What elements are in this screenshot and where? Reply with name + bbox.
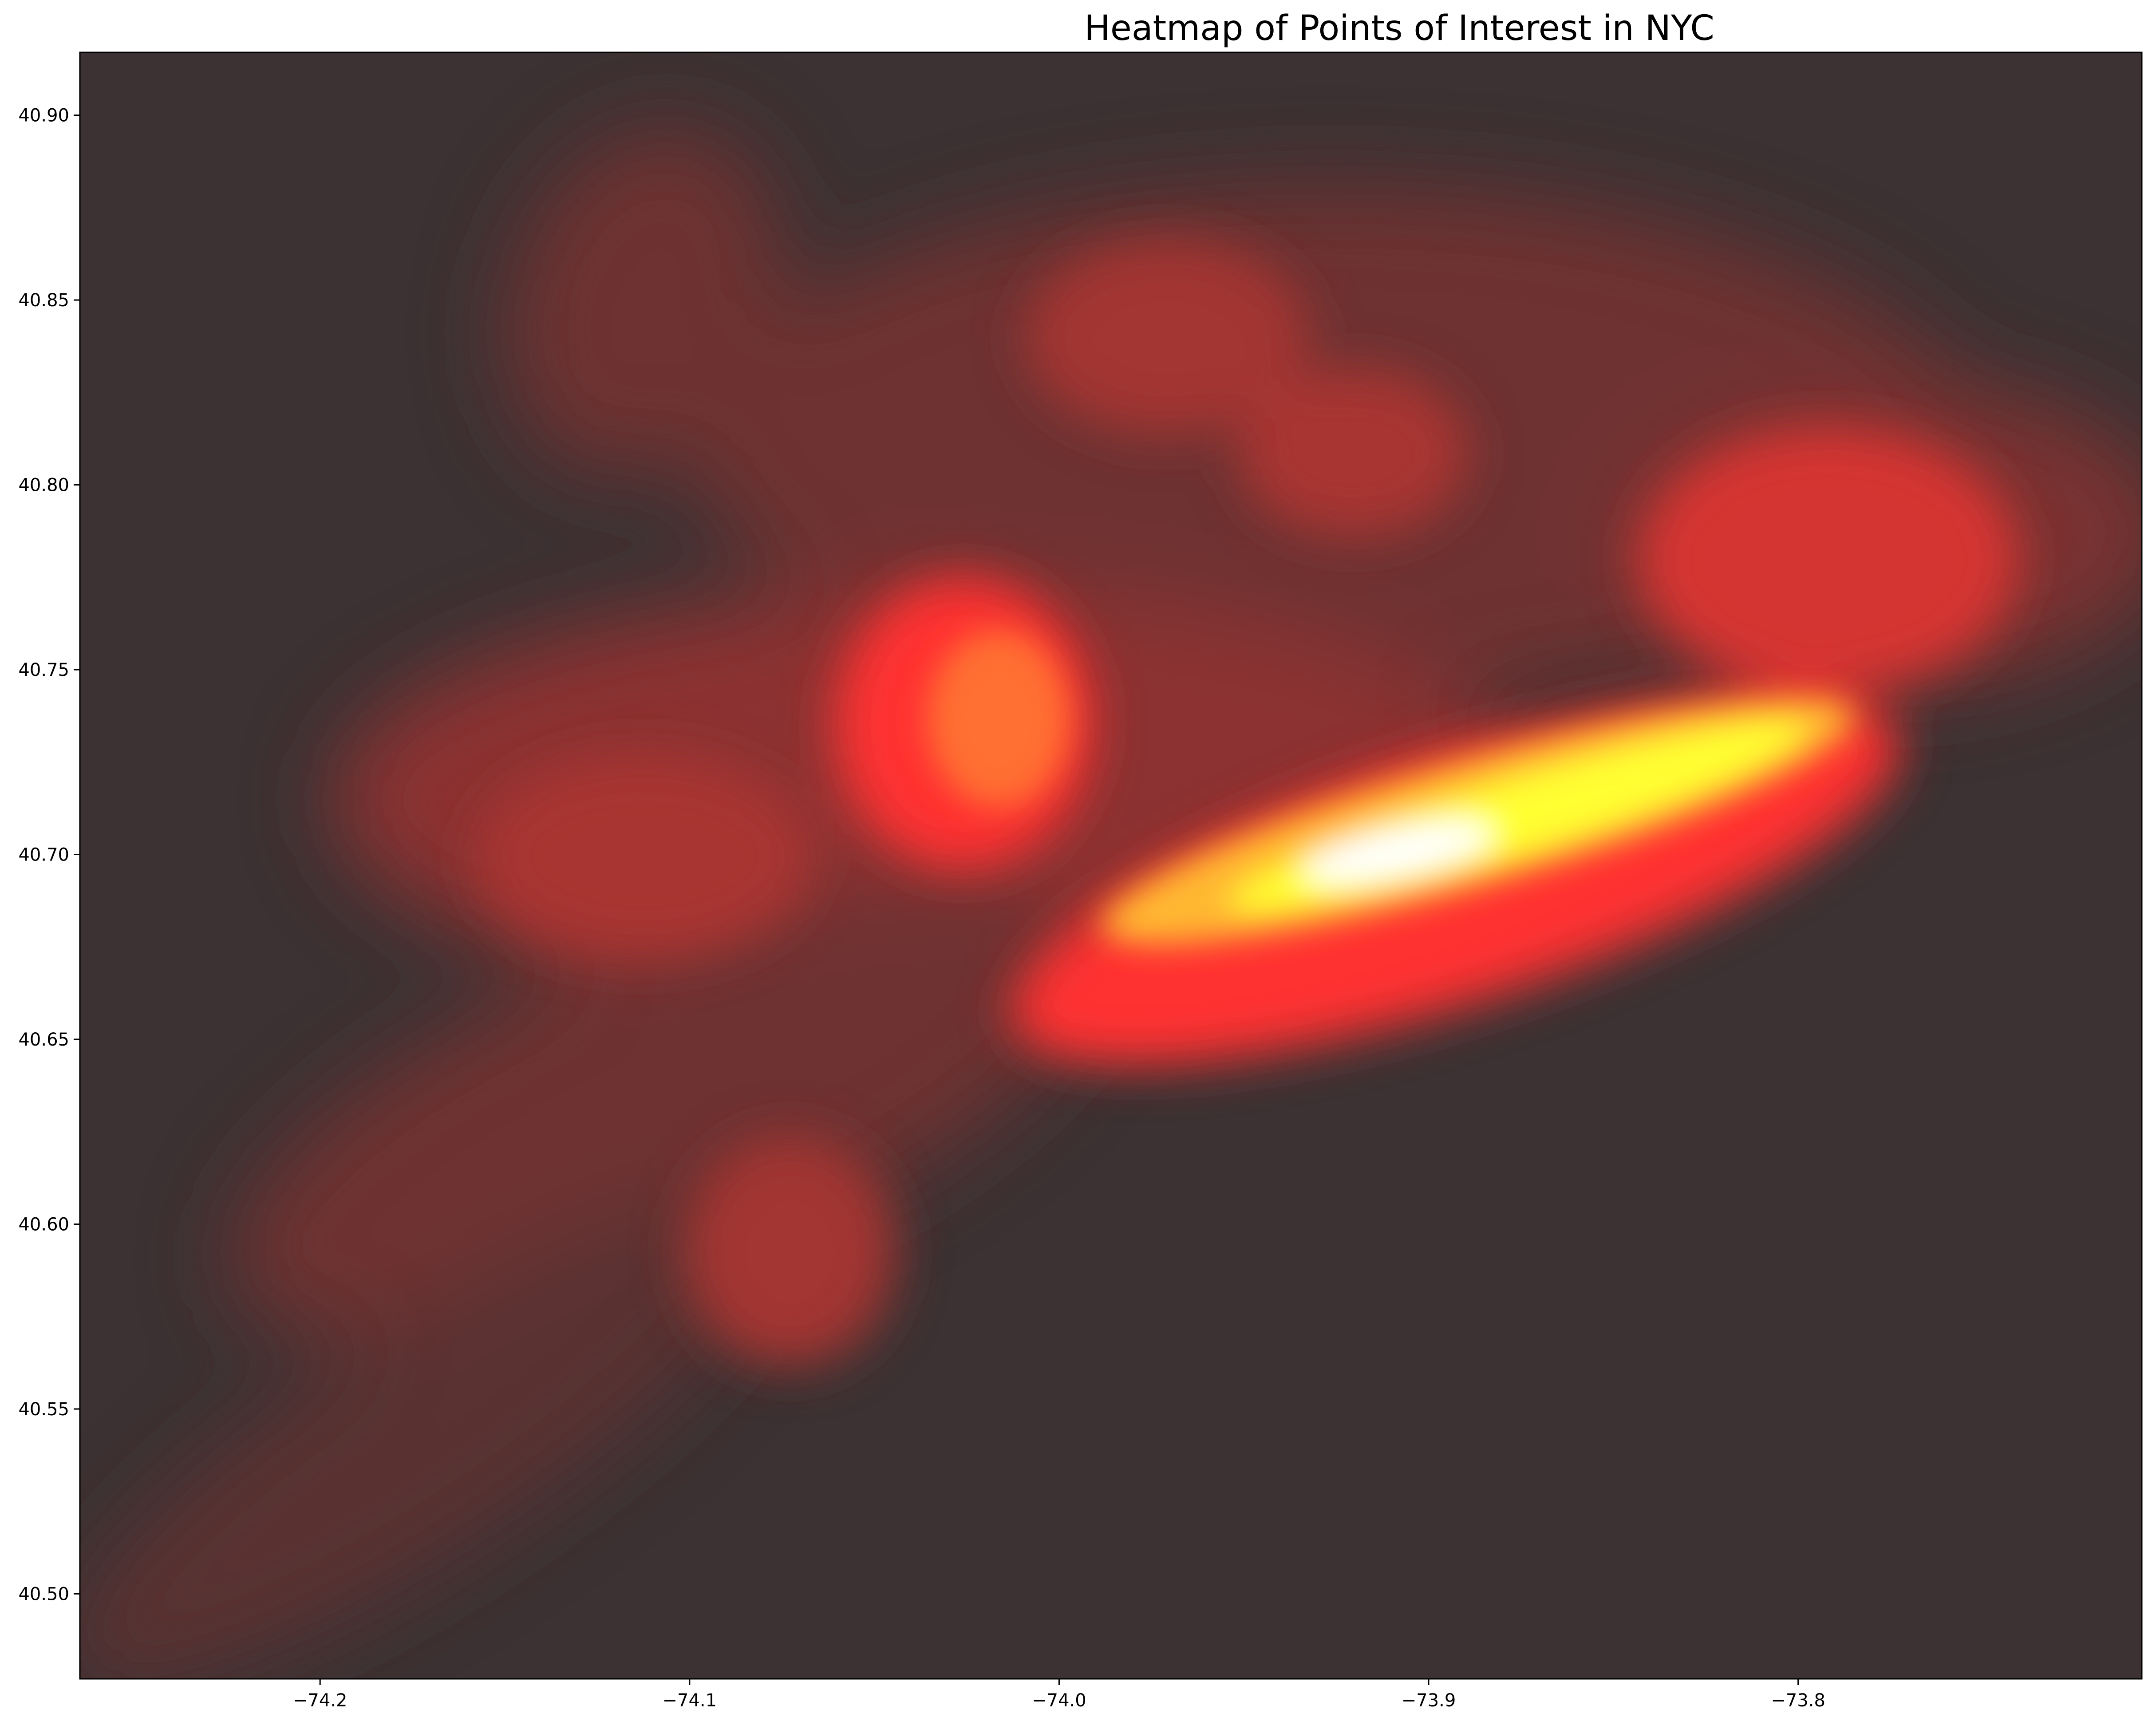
y-tick-label: 40.90: [18, 106, 69, 126]
y-tick-label: 40.75: [18, 660, 69, 680]
x-axis: −74.2 −74.1 −74.0 −73.9 −73.8: [293, 1679, 1825, 1711]
x-tick-label: −74.1: [663, 1690, 717, 1711]
y-axis: 40.50 40.55 40.60 40.65 40.70 40.75 40.80 40.85…: [18, 106, 80, 1605]
y-tick-label: 40.70: [18, 845, 69, 865]
y-tick-label: 40.80: [18, 475, 69, 496]
y-tick-label: 40.55: [18, 1399, 69, 1420]
y-tick-label: 40.50: [18, 1584, 69, 1604]
chart-title: Heatmap of Points of Interest in NYC: [1084, 8, 1714, 48]
y-tick-label: 40.60: [18, 1214, 69, 1235]
x-tick-label: −74.2: [293, 1690, 347, 1711]
x-tick-label: −74.0: [1032, 1690, 1086, 1711]
x-tick-label: −73.8: [1771, 1690, 1825, 1711]
plot-area: [8, 52, 2156, 1723]
x-tick-label: −73.9: [1402, 1690, 1456, 1711]
y-tick-label: 40.65: [18, 1030, 69, 1050]
y-tick-label: 40.85: [18, 290, 69, 311]
